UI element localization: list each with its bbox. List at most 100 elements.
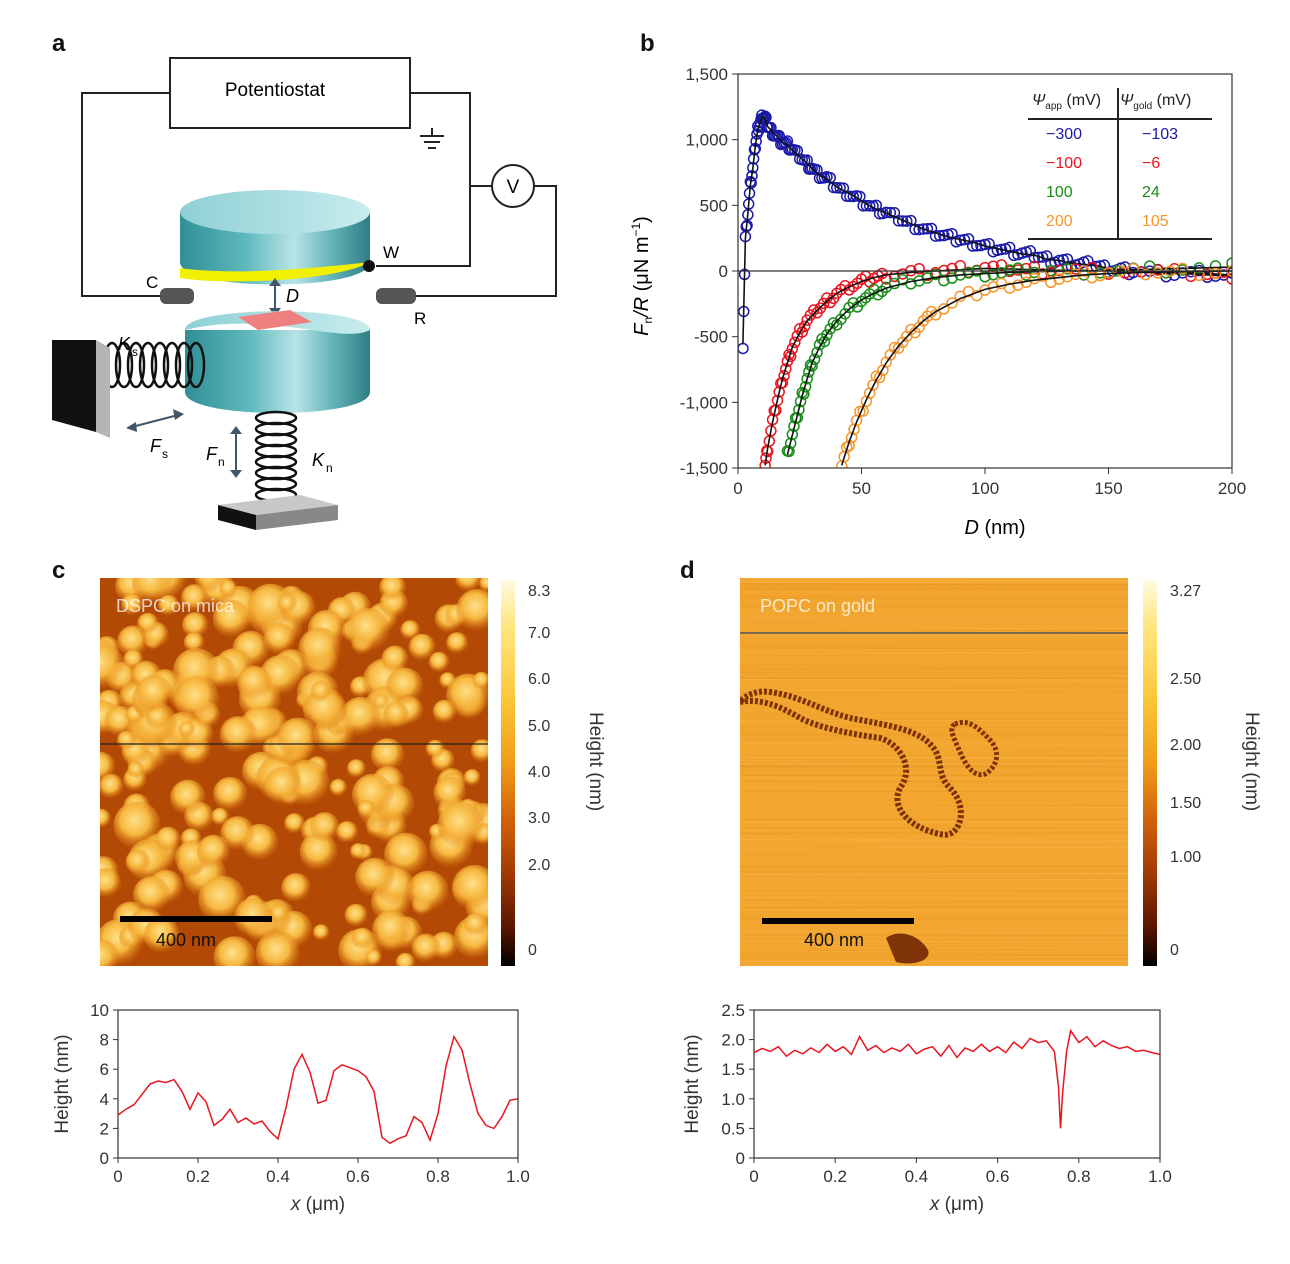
afm-grain bbox=[277, 717, 319, 760]
afm-grain bbox=[125, 849, 151, 875]
data-point bbox=[938, 274, 950, 287]
data-point bbox=[784, 437, 797, 450]
y-tick-label: -1,500 bbox=[680, 459, 728, 478]
data-point bbox=[917, 223, 929, 235]
y-tick-label: -500 bbox=[694, 328, 728, 347]
reference-electrode-label: R bbox=[414, 309, 426, 328]
afm-grain bbox=[381, 645, 409, 673]
afm-scan-line bbox=[740, 719, 1128, 722]
afm-grain bbox=[194, 578, 226, 594]
afm-grain bbox=[133, 876, 171, 914]
afm-grain bbox=[451, 865, 488, 911]
y-tick-label: 0 bbox=[736, 1149, 745, 1168]
working-electrode-dot bbox=[363, 260, 375, 272]
data-point bbox=[901, 215, 913, 227]
y-tick-label: 8 bbox=[100, 1031, 109, 1050]
y-tick-label: 2.5 bbox=[721, 1001, 745, 1020]
data-point bbox=[1127, 263, 1139, 275]
afm-scan-line bbox=[740, 628, 1128, 630]
afm-grain bbox=[183, 632, 205, 653]
counter-electrode-label: C bbox=[146, 273, 158, 292]
afm-scan-line bbox=[740, 619, 1128, 621]
afm-grain bbox=[355, 857, 395, 898]
data-point bbox=[794, 395, 807, 408]
afm-grain bbox=[340, 696, 381, 737]
afm-grain bbox=[100, 868, 122, 898]
data-point bbox=[786, 342, 799, 355]
x-tick-label: 0 bbox=[113, 1167, 122, 1186]
data-point bbox=[1176, 262, 1189, 275]
panel-letter-a: a bbox=[52, 30, 66, 57]
data-point bbox=[938, 303, 950, 315]
afm-grain bbox=[312, 924, 330, 941]
afm-grain bbox=[463, 769, 481, 787]
y-tick-label: 1,500 bbox=[685, 65, 728, 84]
afm-scan-line bbox=[740, 805, 1128, 807]
data-point bbox=[778, 370, 790, 382]
afm-grain bbox=[116, 730, 137, 751]
data-point bbox=[771, 394, 784, 407]
afm-grain bbox=[136, 674, 173, 712]
data-point bbox=[1012, 262, 1024, 274]
afm-grain bbox=[298, 627, 342, 671]
defect-regions bbox=[740, 688, 1000, 964]
afm-grain bbox=[329, 778, 348, 797]
afm-d-scalebar-label: 400 nm bbox=[804, 930, 865, 950]
afm-grain bbox=[400, 620, 421, 640]
x-tick-label: 0.4 bbox=[266, 1167, 290, 1186]
afm-scan-line bbox=[740, 718, 1128, 720]
afm-scan-line bbox=[740, 821, 1128, 823]
afm-grain bbox=[155, 826, 181, 853]
afm-grain bbox=[456, 588, 488, 632]
afm-grain bbox=[100, 643, 125, 690]
afm-grain bbox=[143, 917, 180, 953]
reference-electrode bbox=[376, 288, 416, 304]
x-tick-label: 0.8 bbox=[426, 1167, 450, 1186]
data-point bbox=[793, 403, 805, 416]
data-point bbox=[1053, 273, 1065, 285]
afm-grain bbox=[437, 801, 485, 849]
x-axis-label: x (μm) bbox=[290, 1194, 345, 1215]
afm-scan-line bbox=[740, 649, 1128, 652]
afm-grain bbox=[100, 808, 112, 828]
series-3 bbox=[835, 262, 1232, 468]
afm-scan-line bbox=[740, 743, 1128, 746]
x-tick-label: 0.6 bbox=[346, 1167, 370, 1186]
colorbar-c-title: Height (nm) bbox=[585, 712, 606, 812]
afm-scan-line bbox=[740, 870, 1128, 872]
y-tick-label: 1.5 bbox=[721, 1060, 745, 1079]
afm-scan-line bbox=[740, 583, 1128, 586]
afm-grain bbox=[268, 904, 289, 924]
afm-scan-line bbox=[740, 846, 1128, 849]
afm-scan-line bbox=[740, 759, 1128, 762]
y-axis-label: Height (nm) bbox=[682, 1034, 703, 1133]
afm-scan-line bbox=[740, 615, 1128, 618]
colorbar-tick-label: 1.00 bbox=[1170, 848, 1202, 866]
fit-line bbox=[742, 114, 1232, 345]
table-app-value: 200 bbox=[1046, 213, 1073, 230]
normal-spring-icon bbox=[254, 410, 298, 503]
afm-grain bbox=[425, 739, 445, 759]
afm-scan-line bbox=[740, 742, 1128, 745]
afm-image-dspc bbox=[100, 578, 488, 966]
afm-grain bbox=[113, 801, 161, 849]
afm-scan-line bbox=[740, 838, 1128, 840]
colorbar-tick-label: 0 bbox=[528, 941, 537, 959]
afm-grain bbox=[344, 903, 368, 928]
data-point bbox=[821, 329, 833, 341]
afm-scan-line bbox=[740, 734, 1128, 736]
panel-letter-d: d bbox=[680, 557, 695, 584]
afm-scan-line bbox=[740, 774, 1128, 777]
afm-scan-line bbox=[740, 829, 1128, 831]
panel-letter-b: b bbox=[640, 30, 655, 57]
afm-grain bbox=[379, 578, 407, 602]
y-tick-label: 500 bbox=[700, 196, 728, 215]
y-tick-label: 4 bbox=[100, 1090, 109, 1109]
afm-grain bbox=[463, 912, 488, 937]
afm-scan-line bbox=[740, 713, 1128, 716]
table-app-value: −100 bbox=[1046, 155, 1083, 172]
data-point bbox=[798, 320, 811, 333]
afm-grain bbox=[212, 599, 251, 638]
afm-scan-line bbox=[740, 757, 1128, 760]
afm-grain bbox=[299, 832, 338, 871]
